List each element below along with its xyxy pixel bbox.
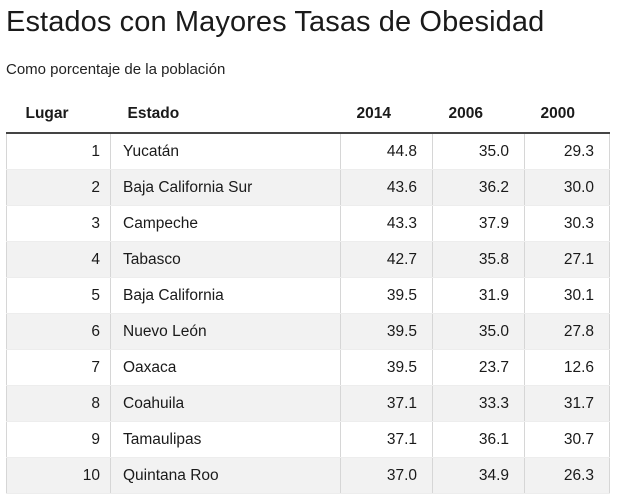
column-header-2014: 2014 [340, 96, 433, 134]
cell-estado: Tabasco [110, 241, 341, 278]
table-row: 9 Tamaulipas 37.1 36.1 30.7 [6, 421, 610, 458]
cell-2006: 23.7 [432, 349, 525, 386]
cell-2006: 31.9 [432, 277, 525, 314]
cell-2006: 34.9 [432, 457, 525, 494]
cell-estado: Campeche [110, 205, 341, 242]
cell-lugar: 3 [6, 205, 111, 242]
cell-2014: 39.5 [340, 313, 433, 350]
cell-2000: 30.7 [524, 421, 610, 458]
cell-2000: 30.0 [524, 169, 610, 206]
cell-2014: 37.1 [340, 421, 433, 458]
cell-2014: 37.0 [340, 457, 433, 494]
cell-estado: Baja California Sur [110, 169, 341, 206]
cell-2006: 33.3 [432, 385, 525, 422]
table-row: 8 Coahuila 37.1 33.3 31.7 [6, 385, 610, 422]
cell-2014: 37.1 [340, 385, 433, 422]
chart-title: Estados con Mayores Tasas de Obesidad [6, 6, 545, 38]
cell-2014: 43.6 [340, 169, 433, 206]
table-row: 4 Tabasco 42.7 35.8 27.1 [6, 241, 610, 278]
cell-lugar: 8 [6, 385, 111, 422]
cell-2014: 39.5 [340, 277, 433, 314]
column-header-2000: 2000 [524, 96, 610, 134]
cell-2000: 27.8 [524, 313, 610, 350]
table-row: 2 Baja California Sur 43.6 36.2 30.0 [6, 169, 610, 206]
cell-lugar: 5 [6, 277, 111, 314]
table-row: 1 Yucatán 44.8 35.0 29.3 [6, 133, 610, 170]
cell-2006: 35.0 [432, 133, 525, 170]
cell-estado: Oaxaca [110, 349, 341, 386]
cell-2006: 37.9 [432, 205, 525, 242]
table-body: 1 Yucatán 44.8 35.0 29.3 2 Baja California Sur… [6, 133, 610, 494]
cell-estado: Nuevo León [110, 313, 341, 350]
table-row: 10 Quintana Roo 37.0 34.9 26.3 [6, 457, 610, 494]
table-row: 7 Oaxaca 39.5 23.7 12.6 [6, 349, 610, 386]
cell-estado: Tamaulipas [110, 421, 341, 458]
column-header-lugar: Lugar [6, 96, 111, 134]
cell-lugar: 6 [6, 313, 111, 350]
cell-2006: 35.8 [432, 241, 525, 278]
cell-estado: Coahuila [110, 385, 341, 422]
cell-2000: 30.3 [524, 205, 610, 242]
column-header-estado: Estado [110, 96, 341, 134]
cell-2000: 29.3 [524, 133, 610, 170]
cell-2014: 43.3 [340, 205, 433, 242]
cell-2000: 12.6 [524, 349, 610, 386]
obesity-table: Lugar Estado 2014 2006 2000 1 Yucatán 44.8… [6, 96, 610, 494]
cell-estado: Baja California [110, 277, 341, 314]
cell-2014: 42.7 [340, 241, 433, 278]
cell-2000: 27.1 [524, 241, 610, 278]
cell-estado: Yucatán [110, 133, 341, 170]
cell-lugar: 10 [6, 457, 111, 494]
table-row: 6 Nuevo León 39.5 35.0 27.8 [6, 313, 610, 350]
cell-lugar: 1 [6, 133, 111, 170]
cell-lugar: 2 [6, 169, 111, 206]
cell-2014: 39.5 [340, 349, 433, 386]
cell-2000: 26.3 [524, 457, 610, 494]
cell-2000: 30.1 [524, 277, 610, 314]
chart-subtitle: Como porcentaje de la población [6, 61, 226, 78]
cell-2000: 31.7 [524, 385, 610, 422]
table-header-row: Lugar Estado 2014 2006 2000 [6, 96, 610, 134]
table-row: 5 Baja California 39.5 31.9 30.1 [6, 277, 610, 314]
cell-lugar: 9 [6, 421, 111, 458]
cell-2014: 44.8 [340, 133, 433, 170]
cell-2006: 36.1 [432, 421, 525, 458]
cell-lugar: 4 [6, 241, 111, 278]
table-row: 3 Campeche 43.3 37.9 30.3 [6, 205, 610, 242]
cell-estado: Quintana Roo [110, 457, 341, 494]
cell-2006: 36.2 [432, 169, 525, 206]
cell-2006: 35.0 [432, 313, 525, 350]
column-header-2006: 2006 [432, 96, 525, 134]
cell-lugar: 7 [6, 349, 111, 386]
